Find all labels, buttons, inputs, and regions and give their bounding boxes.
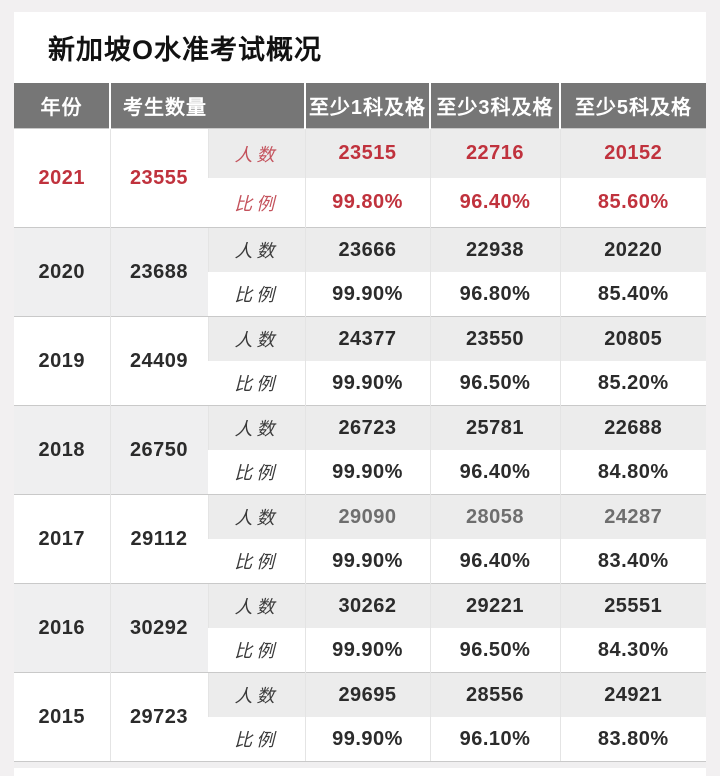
ratio-label: 比例 xyxy=(208,361,305,406)
ratio-value-col2: 96.40% xyxy=(429,539,560,584)
table-row-count-2021: 2021 23555 人数 23515 22716 20152 xyxy=(14,128,706,228)
count-value-col1: 23515 xyxy=(304,128,430,178)
ratio-value-col3: 83.80% xyxy=(559,717,706,761)
table-row-count-2020: 2020 23688 人数 23666 22938 20220 xyxy=(14,227,706,317)
ratio-label: 比例 xyxy=(208,178,305,228)
ratio-value-col2: 96.40% xyxy=(429,178,560,228)
table-row-count-2015: 2015 29723 人数 29695 28556 24921 xyxy=(14,672,706,761)
ratio-label: 比例 xyxy=(208,450,305,495)
count-value-col2: 22716 xyxy=(429,128,560,178)
ratio-value-col2: 96.50% xyxy=(429,361,560,406)
count-label: 人数 xyxy=(207,128,305,178)
count-value-col2: 28058 xyxy=(429,494,560,539)
table-row-ratio-2020: 比例 99.90% 96.80% 85.40% xyxy=(14,272,706,317)
ratio-value-col1: 99.80% xyxy=(304,178,430,228)
column-header-4: 至少3科及格 xyxy=(429,83,560,129)
count-label: 人数 xyxy=(207,227,305,272)
year-cell: 2015 xyxy=(14,672,110,761)
cutoff-row-strip xyxy=(14,761,706,768)
ratio-value-col2: 96.80% xyxy=(429,272,560,317)
count-value-col1: 30262 xyxy=(304,583,430,628)
count-value-col1: 29695 xyxy=(304,672,430,717)
table-row-count-2016: 2016 30292 人数 30262 29221 25551 xyxy=(14,583,706,673)
count-label: 人数 xyxy=(207,583,305,628)
table-row-count-2018: 2018 26750 人数 26723 25781 22688 xyxy=(14,405,706,495)
count-value-col3: 20152 xyxy=(559,128,706,178)
count-value-col2: 29221 xyxy=(429,583,560,628)
count-value-col2: 25781 xyxy=(429,405,560,450)
ratio-value-col2: 96.40% xyxy=(429,450,560,495)
ratio-value-col3: 85.40% xyxy=(559,272,706,317)
table-row-ratio-2015: 比例 99.90% 96.10% 83.80% xyxy=(14,717,706,761)
count-value-col3: 22688 xyxy=(559,405,706,450)
ratio-value-col1: 99.90% xyxy=(304,361,430,406)
count-value-col3: 25551 xyxy=(559,583,706,628)
ratio-label: 比例 xyxy=(208,539,305,584)
ratio-value-col2: 96.50% xyxy=(429,628,560,673)
year-cell: 2016 xyxy=(14,583,110,673)
exam-results-table: 年份 考生数量 至少1科及格 至少3科及格 至少5科及格 2021 23555 人数 2351… xyxy=(14,83,706,761)
table-header: 年份 考生数量 至少1科及格 至少3科及格 至少5科及格 xyxy=(14,83,706,129)
table-row-ratio-2017: 比例 99.90% 96.40% 83.40% xyxy=(14,539,706,584)
count-value-col3: 20805 xyxy=(559,316,706,361)
ratio-label: 比例 xyxy=(208,272,305,317)
count-value-col2: 23550 xyxy=(429,316,560,361)
year-cell: 2020 xyxy=(14,227,110,317)
title-bar: 新加坡O水准考试概况 xyxy=(14,12,706,83)
count-value-col2: 28556 xyxy=(429,672,560,717)
candidates-cell: 29723 xyxy=(109,672,208,761)
ratio-label: 比例 xyxy=(208,717,305,761)
table-row-ratio-2018: 比例 99.90% 96.40% 84.80% xyxy=(14,450,706,495)
candidates-cell: 23555 xyxy=(109,128,208,228)
table-row-ratio-2021: 比例 99.80% 96.40% 85.60% xyxy=(14,178,706,228)
candidates-cell: 29112 xyxy=(109,494,208,584)
count-value-col1: 26723 xyxy=(304,405,430,450)
table-row-count-2017: 2017 29112 人数 29090 28058 24287 xyxy=(14,494,706,584)
page-title: 新加坡O水准考试概况 xyxy=(48,35,323,65)
table-row-ratio-2016: 比例 99.90% 96.50% 84.30% xyxy=(14,628,706,673)
header-row: 年份 考生数量 至少1科及格 至少3科及格 至少5科及格 xyxy=(14,83,706,129)
count-value-col3: 20220 xyxy=(559,227,706,272)
count-value-col3: 24921 xyxy=(559,672,706,717)
ratio-label: 比例 xyxy=(208,628,305,673)
table-body: 2021 23555 人数 23515 22716 20152 比例 99.80% 96.40%… xyxy=(14,128,706,761)
count-label: 人数 xyxy=(207,316,305,361)
ratio-value-col3: 84.80% xyxy=(559,450,706,495)
ratio-value-col1: 99.90% xyxy=(304,717,430,761)
table-row-ratio-2019: 比例 99.90% 96.50% 85.20% xyxy=(14,361,706,406)
count-value-col1: 24377 xyxy=(304,316,430,361)
count-label: 人数 xyxy=(207,494,305,539)
ratio-value-col1: 99.90% xyxy=(304,628,430,673)
count-value-col1: 29090 xyxy=(304,494,430,539)
count-value-col3: 24287 xyxy=(559,494,706,539)
ratio-value-col1: 99.90% xyxy=(304,539,430,584)
year-cell: 2021 xyxy=(14,128,110,228)
content-card: 新加坡O水准考试概况 年份 考生数量 至少1科及格 至少3科及格 至少5科及格 2021… xyxy=(14,12,706,776)
count-label: 人数 xyxy=(207,405,305,450)
ratio-value-col2: 96.10% xyxy=(429,717,560,761)
ratio-value-col1: 99.90% xyxy=(304,450,430,495)
year-cell: 2019 xyxy=(14,316,110,406)
year-cell: 2017 xyxy=(14,494,110,584)
year-cell: 2018 xyxy=(14,405,110,495)
column-header-1: 年份 xyxy=(14,83,110,129)
count-value-col1: 23666 xyxy=(304,227,430,272)
candidates-cell: 30292 xyxy=(109,583,208,673)
column-header-3: 至少1科及格 xyxy=(304,83,430,129)
candidates-cell: 23688 xyxy=(109,227,208,317)
table-row-count-2019: 2019 24409 人数 24377 23550 20805 xyxy=(14,316,706,406)
ratio-value-col3: 85.20% xyxy=(559,361,706,406)
ratio-value-col3: 85.60% xyxy=(559,178,706,228)
column-header-5: 至少5科及格 xyxy=(559,83,706,129)
candidates-cell: 24409 xyxy=(109,316,208,406)
ratio-value-col1: 99.90% xyxy=(304,272,430,317)
ratio-value-col3: 84.30% xyxy=(559,628,706,673)
column-header-2: 考生数量 xyxy=(109,83,305,129)
ratio-value-col3: 83.40% xyxy=(559,539,706,584)
count-label: 人数 xyxy=(207,672,305,717)
count-value-col2: 22938 xyxy=(429,227,560,272)
candidates-cell: 26750 xyxy=(109,405,208,495)
